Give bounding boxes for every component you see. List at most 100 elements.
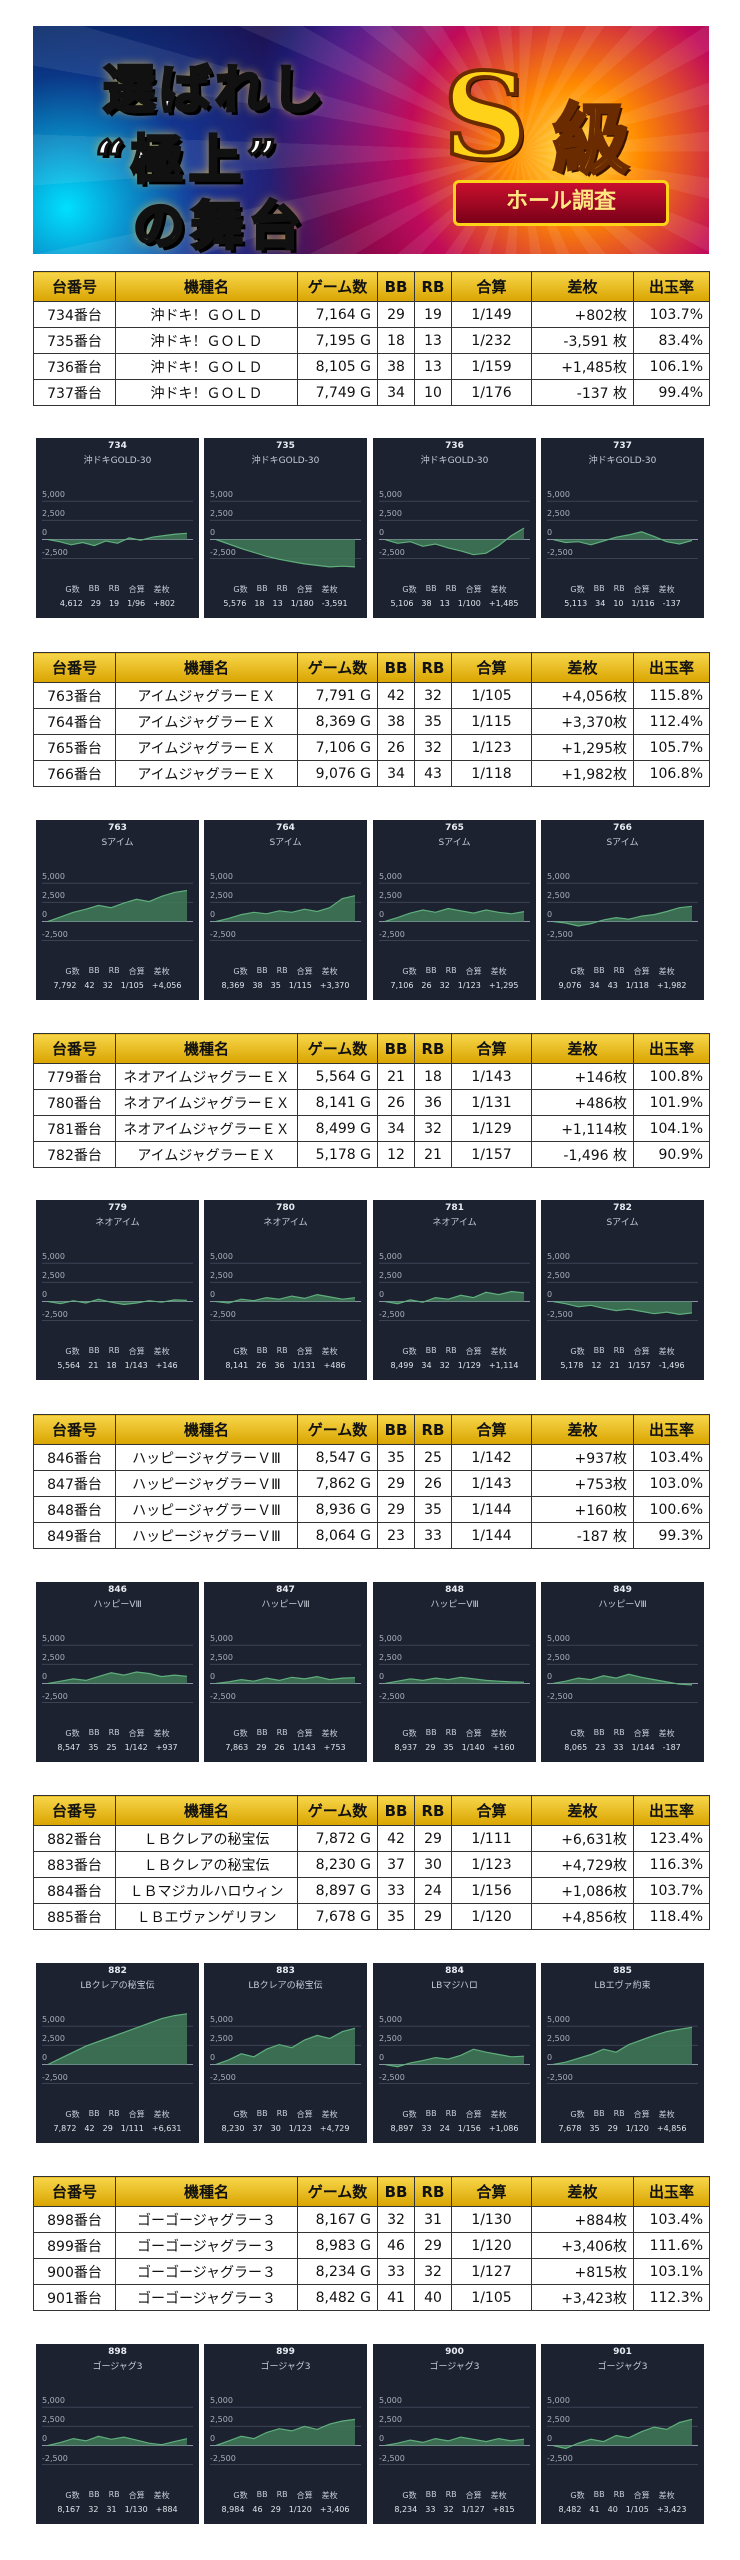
chart-panel: 5,000 2,500 -2,500 0 898 ゴージャグ3 G数 BB RB 合算 差枚 8,16… bbox=[36, 2344, 199, 2524]
stat-value-d: +6,631 bbox=[151, 2124, 182, 2133]
column-header: BB bbox=[377, 1414, 415, 1445]
cell-no: 735番台 bbox=[33, 327, 116, 354]
stat-label-bb: BB bbox=[593, 966, 605, 975]
stat-label-diff: 差枚 bbox=[153, 967, 170, 976]
cell-bb: 29 bbox=[377, 301, 415, 328]
stat-label-total: 合算 bbox=[465, 585, 482, 594]
table-row: 781番台 ネオアイムジャグラーＥＸ 8,499 G 34 32 1/129 +1,114枚… bbox=[33, 1115, 710, 1142]
table-row: 763番台 アイムジャグラーＥＸ 7,791 G 42 32 1/105 +4,056枚 11… bbox=[33, 682, 710, 709]
table-row: 884番台 ＬＢマジカルハロウィン 8,897 G 33 24 1/156 +1,086枚 1… bbox=[33, 1877, 710, 1904]
stat-value-bb: 34 bbox=[589, 981, 600, 990]
cell-rb: 33 bbox=[414, 1522, 452, 1549]
cell-rb: 26 bbox=[414, 1470, 452, 1497]
machine-number: 885 bbox=[613, 1966, 632, 1976]
slump-graph bbox=[379, 882, 530, 942]
cell-no: 780番台 bbox=[33, 1089, 116, 1116]
stat-value-bb: 33 bbox=[425, 2505, 436, 2514]
cell-diff: +4,729枚 bbox=[531, 1851, 634, 1878]
column-header: BB bbox=[377, 1033, 415, 1064]
column-header: ゲーム数 bbox=[297, 1414, 378, 1445]
panel-stat-labels: G数 BB RB 合算 差枚 bbox=[373, 584, 536, 595]
panel-stat-labels: G数 BB RB 合算 差枚 bbox=[36, 1728, 199, 1739]
y-tick-label: 0 bbox=[210, 910, 216, 920]
y-tick-label: 5,000 bbox=[547, 2015, 570, 2025]
stat-label-rb: RB bbox=[445, 584, 457, 593]
table-row: 847番台 ハッピージャグラーＶⅢ 7,862 G 29 26 1/143 +753枚 103… bbox=[33, 1470, 710, 1497]
cell-games: 8,482 G bbox=[297, 2284, 378, 2311]
stat-value-g: 8,167 bbox=[57, 2505, 81, 2514]
stat-value-d: +1,982 bbox=[656, 981, 687, 990]
cell-rb: 19 bbox=[414, 301, 452, 328]
stat-label-total: 合算 bbox=[465, 2110, 482, 2119]
banner-title-line-1: 選ばれし bbox=[101, 59, 328, 123]
stat-label-bb: BB bbox=[425, 584, 437, 593]
column-header: 合算 bbox=[451, 271, 532, 302]
slump-graph bbox=[210, 882, 361, 942]
machine-number: 737 bbox=[613, 441, 632, 451]
y-tick-label: 5,000 bbox=[210, 2396, 233, 2406]
stat-label-bb: BB bbox=[425, 966, 437, 975]
stat-value-d: +4,729 bbox=[319, 2124, 350, 2133]
machine-number: 764 bbox=[276, 823, 295, 833]
panel-stat-values: 5,178 12 21 1/157 -1,496 bbox=[541, 1361, 704, 1370]
column-header: 差枚 bbox=[531, 1033, 634, 1064]
cell-games: 8,369 G bbox=[297, 708, 378, 735]
panel-stat-values: 8,234 33 32 1/127 +815 bbox=[373, 2505, 536, 2514]
cell-total: 1/176 bbox=[451, 379, 532, 406]
slump-graph bbox=[547, 1262, 698, 1322]
stat-label-diff: 差枚 bbox=[153, 1347, 170, 1356]
stat-label-total: 合算 bbox=[296, 585, 313, 594]
cell-bb: 35 bbox=[377, 1903, 415, 1930]
y-tick-label: 2,500 bbox=[42, 509, 65, 519]
stat-value-d: +937 bbox=[155, 1743, 178, 1752]
table-row: 901番台 ゴーゴージャグラー３ 8,482 G 41 40 1/105 +3,423枚 11… bbox=[33, 2284, 710, 2311]
stat-label-bb: BB bbox=[425, 1728, 437, 1737]
stat-value-g: 8,482 bbox=[558, 2505, 582, 2514]
y-tick-label: 0 bbox=[42, 2053, 48, 2063]
chart-panel: 5,000 2,500 -2,500 0 846 ハッピーVⅢ G数 BB RB 合算 差枚 8,54… bbox=[36, 1582, 199, 1762]
panel-stat-labels: G数 BB RB 合算 差枚 bbox=[36, 1346, 199, 1357]
stat-label-rb: RB bbox=[276, 966, 288, 975]
stat-value-rb: 30 bbox=[270, 2124, 281, 2133]
table-row: 898番台 ゴーゴージャグラー３ 8,167 G 32 31 1/130 +884枚 103.… bbox=[33, 2206, 710, 2233]
stat-label-total: 合算 bbox=[633, 967, 650, 976]
cell-rate: 106.8% bbox=[633, 760, 710, 787]
table-header-row: 台番号 機種名 ゲーム数 BB RB 合算 差枚 出玉率 bbox=[33, 652, 710, 683]
stat-value-bb: 34 bbox=[595, 599, 606, 608]
slump-graph bbox=[379, 1644, 530, 1704]
cell-games: 8,167 G bbox=[297, 2206, 378, 2233]
stat-value-rb: 26 bbox=[274, 1743, 285, 1752]
column-header: 機種名 bbox=[115, 1795, 298, 1826]
table-row: 899番台 ゴーゴージャグラー３ 8,983 G 46 29 1/120 +3,406枚 11… bbox=[33, 2232, 710, 2259]
cell-rate: 103.7% bbox=[633, 1877, 710, 1904]
cell-bb: 34 bbox=[377, 1115, 415, 1142]
cell-diff: +4,056枚 bbox=[531, 682, 634, 709]
slump-graph bbox=[210, 500, 361, 568]
cell-no: 764番台 bbox=[33, 708, 116, 735]
table-row: 764番台 アイムジャグラーＥＸ 8,369 G 38 35 1/115 +3,370枚 11… bbox=[33, 708, 710, 735]
panel-stat-labels: G数 BB RB 合算 差枚 bbox=[541, 584, 704, 595]
stat-label-total: 合算 bbox=[128, 2110, 145, 2119]
cell-name: 沖ドキ！ＧＯＬＤ bbox=[115, 301, 298, 328]
stat-label-bb: BB bbox=[88, 2490, 100, 2499]
machine-short-name: Sアイム bbox=[606, 1218, 639, 1228]
column-header: RB bbox=[414, 2176, 452, 2207]
stat-value-bb: 29 bbox=[256, 1743, 267, 1752]
column-header: 合算 bbox=[451, 1414, 532, 1445]
stat-label-diff: 差枚 bbox=[321, 585, 338, 594]
stat-label-games: G数 bbox=[233, 2491, 248, 2500]
stat-value-rb: 35 bbox=[270, 981, 281, 990]
cell-diff: +160枚 bbox=[531, 1496, 634, 1523]
column-header: 差枚 bbox=[531, 271, 634, 302]
stat-label-games: G数 bbox=[233, 1729, 248, 1738]
y-tick-label: -2,500 bbox=[42, 1309, 68, 1319]
cell-no: 884番台 bbox=[33, 1877, 116, 1904]
table-row: 883番台 ＬＢクレアの秘宝伝 8,230 G 37 30 1/123 +4,729枚 116… bbox=[33, 1851, 710, 1878]
y-tick-label: 2,500 bbox=[547, 1653, 570, 1663]
slump-graph bbox=[547, 2025, 698, 2085]
stat-value-rb: 32 bbox=[439, 981, 450, 990]
chart-panel: 5,000 2,500 -2,500 0 779 ネオアイム G数 BB RB 合算 差枚 5,564… bbox=[36, 1200, 199, 1380]
stat-label-total: 合算 bbox=[465, 1347, 482, 1356]
y-tick-label: -2,500 bbox=[210, 2072, 236, 2082]
stat-value-d: -3,591 bbox=[321, 599, 348, 608]
